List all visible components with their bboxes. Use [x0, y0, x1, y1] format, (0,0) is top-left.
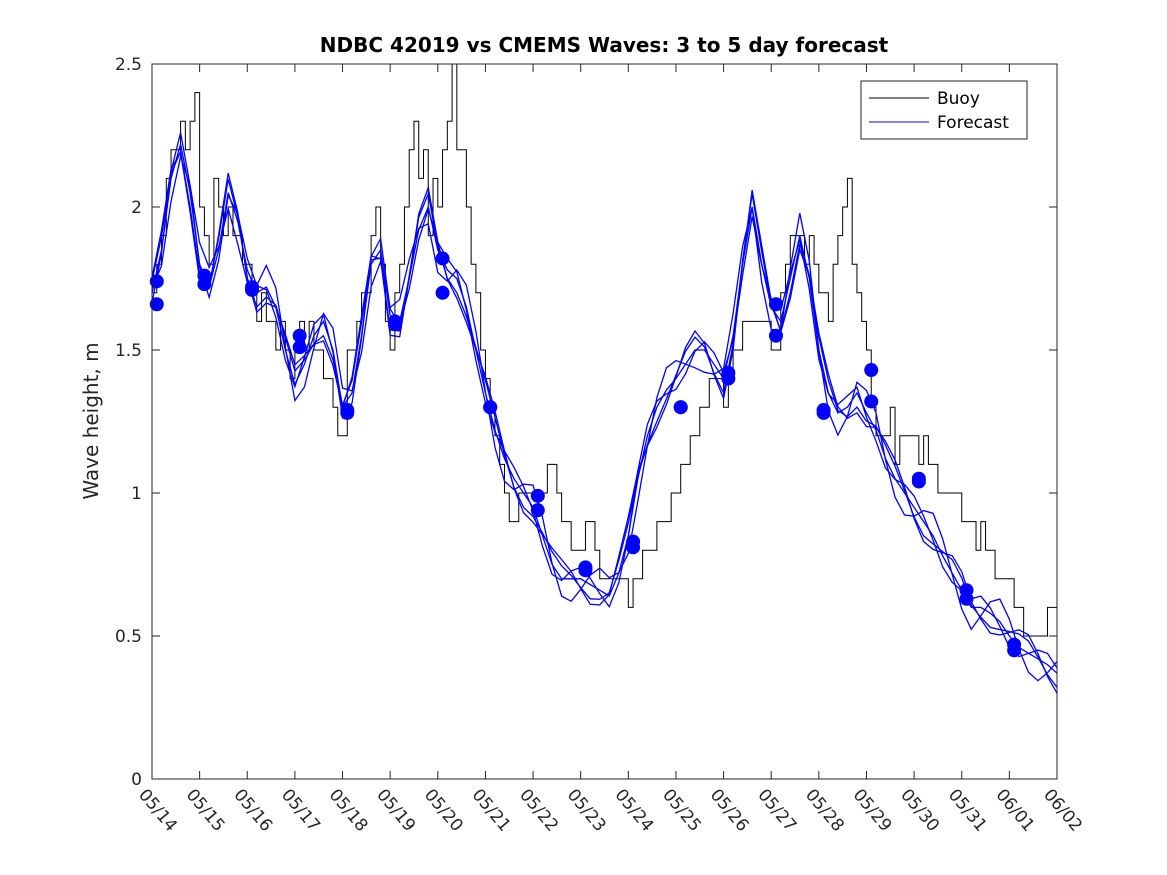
axes-box	[151, 63, 1058, 780]
y-axis: 0 0.5 1 1.5 2 2.5	[115, 55, 1057, 790]
forecast-marker	[387, 314, 402, 329]
y-tick-label: 1.5	[115, 341, 142, 361]
y-tick-label: 0	[131, 770, 142, 790]
forecast-marker	[768, 328, 783, 343]
forecast-marker	[1007, 637, 1022, 652]
forecast-marker	[340, 403, 355, 418]
forecast-marker	[959, 583, 974, 598]
forecast-marker	[911, 471, 926, 486]
plot-area	[152, 64, 1057, 779]
forecast-marker	[721, 365, 736, 380]
legend-label-buoy: Buoy	[937, 89, 980, 109]
y-axis-label: Wave height, m	[79, 342, 103, 499]
y-tick-label: 2	[131, 198, 142, 218]
forecast-marker	[768, 297, 783, 312]
forecast-marker	[483, 400, 498, 415]
y-tick-label: 1	[131, 484, 142, 504]
forecast-marker	[292, 340, 307, 355]
forecast-marker	[435, 285, 450, 300]
legend: Buoy Forecast	[860, 80, 1028, 140]
y-tick-label: 2.5	[115, 55, 142, 75]
forecast-marker	[197, 268, 212, 283]
legend-label-forecast: Forecast	[937, 113, 1009, 133]
forecast-series-layer	[151, 132, 1058, 694]
forecast-marker	[530, 488, 545, 503]
forecast-marker	[864, 394, 879, 409]
y-tick-label: 0.5	[115, 627, 142, 647]
forecast-marker	[530, 503, 545, 518]
forecast-marker	[149, 297, 164, 312]
legend-box	[860, 80, 1028, 140]
forecast-marker	[864, 363, 879, 378]
forecast-marker	[626, 534, 641, 549]
forecast-marker-layer	[149, 251, 1022, 658]
forecast-marker	[578, 560, 593, 575]
forecast-line	[151, 150, 1058, 694]
forecast-marker	[292, 328, 307, 343]
forecast-marker	[673, 400, 688, 415]
forecast-line	[151, 154, 1058, 682]
forecast-marker	[816, 403, 831, 418]
chart-title: NDBC 42019 vs CMEMS Waves: 3 to 5 day fo…	[320, 33, 889, 57]
forecast-marker	[435, 251, 450, 266]
forecast-marker	[149, 274, 164, 289]
forecast-marker	[245, 280, 260, 295]
